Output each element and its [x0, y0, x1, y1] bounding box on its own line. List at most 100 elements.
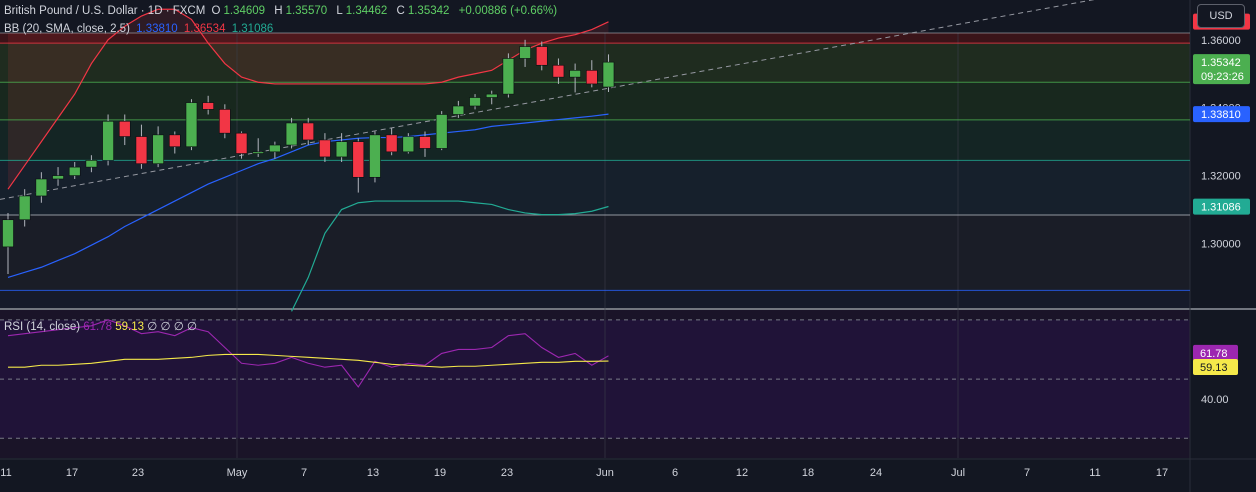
zone-2	[0, 82, 1190, 120]
trendline	[0, 0, 1095, 200]
candle-body	[369, 134, 381, 178]
rsi-ma-value: 59.13	[115, 321, 145, 333]
candle-body	[2, 219, 14, 248]
candle-body	[152, 134, 164, 165]
rsi-extra-1: ∅	[147, 321, 158, 333]
candle-body	[18, 195, 31, 221]
bb-upper-fill	[8, 9, 609, 190]
bb-basis-value: 1.33810	[136, 23, 178, 35]
candle-body	[335, 141, 348, 158]
candle-body	[569, 70, 581, 78]
time-tick-label: May	[227, 467, 248, 479]
time-tick-label: 11	[0, 467, 11, 479]
zone-5	[0, 214, 1190, 291]
candle-body	[302, 122, 315, 141]
candle-body	[252, 151, 264, 154]
bb-lower-line	[291, 200, 609, 312]
candle-body	[135, 136, 148, 165]
candle-body	[35, 178, 48, 197]
countdown-label: 09:23:26	[1201, 71, 1244, 83]
time-tick-label: 13	[367, 467, 379, 479]
candle-body	[502, 58, 515, 95]
price-tag-label: 1.33810	[1201, 109, 1241, 121]
zone-4	[0, 160, 1190, 215]
price-tick-label: 1.30000	[1201, 238, 1241, 250]
rsi-tag-label: 61.78	[1200, 348, 1228, 360]
time-tick-label: 17	[66, 467, 78, 479]
time-tick-label: Jul	[951, 467, 965, 479]
time-tick-label: 23	[501, 467, 513, 479]
time-axis[interactable]: 11 17 23 May 7 13 19 23 Jun 6 12 18 24 Jul 7 11 17	[0, 467, 1168, 479]
time-tick-label: 11	[1089, 467, 1100, 479]
candle-body	[319, 139, 331, 158]
rsi-lines	[7, 319, 609, 388]
candle-body	[352, 141, 365, 178]
price-zones	[0, 9, 1190, 308]
rsi-label[interactable]: RSI (14, close)	[4, 321, 81, 333]
time-tick-label: Jun	[596, 467, 614, 479]
ohlc-high: H 1.35570	[274, 5, 328, 17]
candle-body	[485, 93, 498, 98]
ohlc-close: C 1.35342	[396, 5, 450, 17]
price-tag-bb_basis	[1193, 106, 1250, 123]
price-change: +0.00886 (+0.66%)	[458, 5, 558, 17]
candle-body	[202, 102, 214, 110]
candle-body	[385, 134, 398, 153]
candle-body	[169, 134, 181, 148]
rsi-line	[7, 319, 609, 388]
candle-body	[585, 70, 598, 85]
bb-label[interactable]: BB (20, SMA, close, 2.5)	[4, 23, 130, 35]
candle-body	[452, 105, 465, 115]
rsi-tag-1	[1193, 359, 1238, 376]
time-tick-label: 17	[1156, 467, 1168, 479]
candle-body	[602, 61, 615, 88]
rsi-tag-0	[1193, 344, 1238, 361]
time-tick-label: 23	[132, 467, 144, 479]
rsi-extra-3: ∅	[173, 321, 184, 333]
price-tick-label: 1.32000	[1201, 171, 1241, 183]
candle-body	[85, 160, 98, 168]
candle-body	[285, 122, 298, 146]
candle-body	[435, 114, 448, 149]
candle-body	[68, 166, 81, 176]
bb-upper-value: 1.36534	[183, 23, 226, 35]
zone-6	[0, 290, 1190, 308]
candle-body	[269, 144, 281, 153]
candle-body	[469, 97, 481, 107]
ohlc-low: L 1.34462	[336, 5, 388, 17]
candle-body	[535, 46, 548, 66]
zone-3	[0, 119, 1190, 161]
price-tag-bb_lower	[1193, 198, 1250, 215]
price-tag-last_price	[1193, 54, 1250, 85]
candle-body	[219, 109, 231, 134]
time-tick-label: 12	[736, 467, 748, 479]
rsi-tag-label: 59.13	[1200, 362, 1228, 374]
candle-body	[235, 132, 248, 154]
rsi-tick-label: 40.00	[1201, 394, 1229, 406]
candle-body	[102, 120, 114, 161]
currency-button[interactable]: USD	[1197, 4, 1245, 28]
candle-body	[118, 120, 131, 137]
zone-0	[0, 33, 1190, 44]
price-tick-label: 1.36000	[1201, 35, 1241, 47]
price-tag-label: 1.31086	[1201, 202, 1241, 214]
candle-body	[402, 136, 415, 153]
time-tick-label: 18	[802, 467, 814, 479]
price-axis[interactable]: 1.360001.340001.320001.3000040.001.36534…	[1193, 13, 1250, 406]
rsi-value: 61.78	[83, 321, 113, 333]
time-tick-label: 24	[870, 467, 882, 479]
bb-legend: BB (20, SMA, close, 2.5) 1.33810 1.36534…	[4, 23, 276, 35]
rsi-ma-line	[8, 353, 609, 368]
candle-body	[552, 64, 565, 78]
time-tick-label: 19	[434, 467, 446, 479]
candle-body	[519, 46, 531, 59]
candle-body	[52, 175, 64, 180]
symbol-header: British Pound / U.S. Dollar · 1D · FXCM …	[4, 5, 560, 17]
rsi-extra-2: ∅	[160, 321, 171, 333]
grid-lines	[236, 33, 959, 458]
rsi-extra-4: ∅	[186, 321, 197, 333]
symbol-title: British Pound / U.S. Dollar · 1D · FXCM	[4, 5, 206, 17]
price-tag-label: 1.35342	[1201, 57, 1241, 69]
candles	[2, 39, 615, 275]
